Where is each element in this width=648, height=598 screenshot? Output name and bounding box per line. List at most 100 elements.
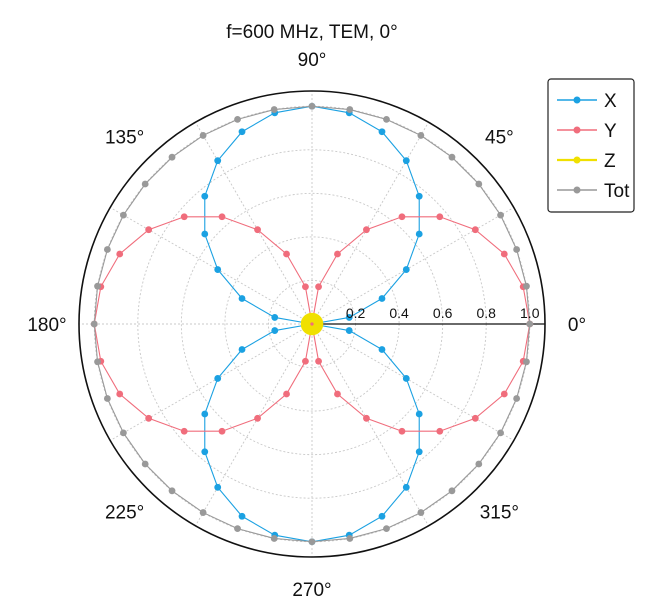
data-point-y bbox=[254, 226, 261, 234]
data-point-x bbox=[201, 410, 209, 418]
angle-label: 270° bbox=[292, 580, 331, 598]
data-point-tot bbox=[497, 211, 504, 219]
data-point-tot bbox=[346, 106, 354, 113]
legend-marker bbox=[573, 186, 581, 194]
data-point-x bbox=[238, 512, 246, 520]
series-z bbox=[300, 312, 324, 336]
data-point-x bbox=[378, 512, 386, 520]
chart-title: f=600 MHz, TEM, 0° bbox=[226, 22, 397, 43]
legend: XYZ Tot bbox=[547, 78, 635, 213]
data-point-x bbox=[271, 314, 279, 321]
data-point-x bbox=[378, 295, 386, 302]
data-point-tot bbox=[199, 132, 207, 139]
data-point-tot bbox=[234, 115, 241, 123]
data-point-tot bbox=[168, 153, 176, 161]
data-point-x bbox=[201, 448, 209, 456]
series-layer bbox=[90, 102, 534, 546]
data-point-tot bbox=[270, 535, 278, 542]
grid-spoke bbox=[311, 323, 515, 441]
angle-label: 225° bbox=[105, 502, 144, 523]
data-point-tot bbox=[417, 509, 425, 516]
data-point-tot bbox=[448, 153, 456, 161]
legend-label: Z bbox=[604, 151, 616, 172]
data-point-tot bbox=[513, 395, 521, 402]
data-point-y bbox=[302, 357, 309, 365]
angle-label: 45° bbox=[485, 128, 514, 149]
data-point-tot bbox=[94, 282, 101, 290]
data-point-y bbox=[500, 390, 508, 398]
data-point-x bbox=[415, 448, 423, 456]
radial-tick-label: 1.0 bbox=[520, 305, 540, 321]
data-point-tot bbox=[234, 525, 241, 533]
data-point-z bbox=[313, 320, 324, 330]
data-point-tot bbox=[417, 132, 425, 139]
data-point-x bbox=[415, 230, 423, 238]
angle-label: 315° bbox=[480, 502, 519, 523]
data-point-tot bbox=[513, 246, 521, 253]
legend-entry: Z bbox=[557, 151, 616, 172]
data-point-x bbox=[378, 346, 386, 353]
data-point-tot bbox=[523, 282, 530, 290]
data-point-x bbox=[201, 192, 209, 200]
grid-spoke bbox=[195, 323, 313, 527]
data-point-y bbox=[116, 390, 124, 398]
data-point-y bbox=[436, 213, 444, 221]
data-point-y bbox=[398, 427, 406, 435]
data-point-tot bbox=[523, 358, 530, 366]
data-point-x bbox=[378, 128, 386, 136]
data-point-tot bbox=[475, 180, 483, 188]
data-point-tot bbox=[94, 358, 101, 366]
data-point-y bbox=[334, 390, 341, 398]
data-point-y bbox=[436, 427, 444, 435]
angle-label: 0° bbox=[568, 315, 586, 336]
data-point-y bbox=[471, 414, 479, 422]
data-point-tot bbox=[383, 525, 390, 533]
data-point-y bbox=[254, 414, 261, 422]
data-point-tot bbox=[526, 320, 534, 328]
data-point-tot bbox=[475, 460, 483, 468]
data-point-tot bbox=[497, 429, 504, 437]
grid-spoke bbox=[311, 121, 429, 325]
legend-label: Tot bbox=[604, 181, 630, 202]
data-point-tot bbox=[346, 535, 354, 542]
data-point-y bbox=[116, 250, 124, 258]
radial-tick-label: 0.8 bbox=[476, 305, 496, 321]
data-point-x bbox=[402, 157, 410, 165]
data-point-x bbox=[214, 157, 222, 165]
data-point-y bbox=[218, 213, 226, 221]
data-point-tot bbox=[90, 320, 98, 328]
data-point-y bbox=[500, 250, 508, 258]
legend-label: Y bbox=[604, 121, 617, 142]
data-point-tot bbox=[270, 106, 278, 113]
angle-label: 135° bbox=[105, 128, 144, 149]
radial-tick-label: 0.6 bbox=[433, 305, 453, 321]
data-point-y bbox=[398, 213, 406, 221]
data-point-x bbox=[415, 192, 423, 200]
radial-tick-label: 0.4 bbox=[389, 305, 409, 321]
legend-items: XYZ Tot bbox=[557, 91, 630, 202]
data-point-tot bbox=[120, 211, 127, 219]
data-point-x bbox=[214, 266, 222, 273]
legend-marker bbox=[573, 96, 581, 104]
grid-spoke bbox=[109, 323, 313, 441]
data-point-y bbox=[145, 226, 153, 234]
data-point-tot bbox=[308, 102, 316, 110]
legend-entry: Tot bbox=[557, 181, 630, 202]
data-point-y bbox=[471, 226, 479, 234]
data-point-y bbox=[315, 283, 322, 291]
data-point-y bbox=[334, 250, 341, 258]
data-point-x bbox=[201, 230, 209, 238]
grid-spoke bbox=[109, 207, 313, 325]
data-point-tot bbox=[168, 487, 176, 495]
data-point-y bbox=[363, 226, 370, 234]
data-point-tot bbox=[199, 509, 207, 516]
data-point-tot bbox=[308, 538, 316, 546]
data-point-x bbox=[214, 483, 222, 491]
legend-label: X bbox=[604, 91, 617, 112]
data-point-y bbox=[283, 390, 290, 398]
data-point-y bbox=[180, 427, 188, 435]
radial-tick-label: 0.2 bbox=[346, 305, 366, 321]
data-point-x bbox=[415, 410, 423, 418]
data-point-x bbox=[345, 314, 353, 321]
